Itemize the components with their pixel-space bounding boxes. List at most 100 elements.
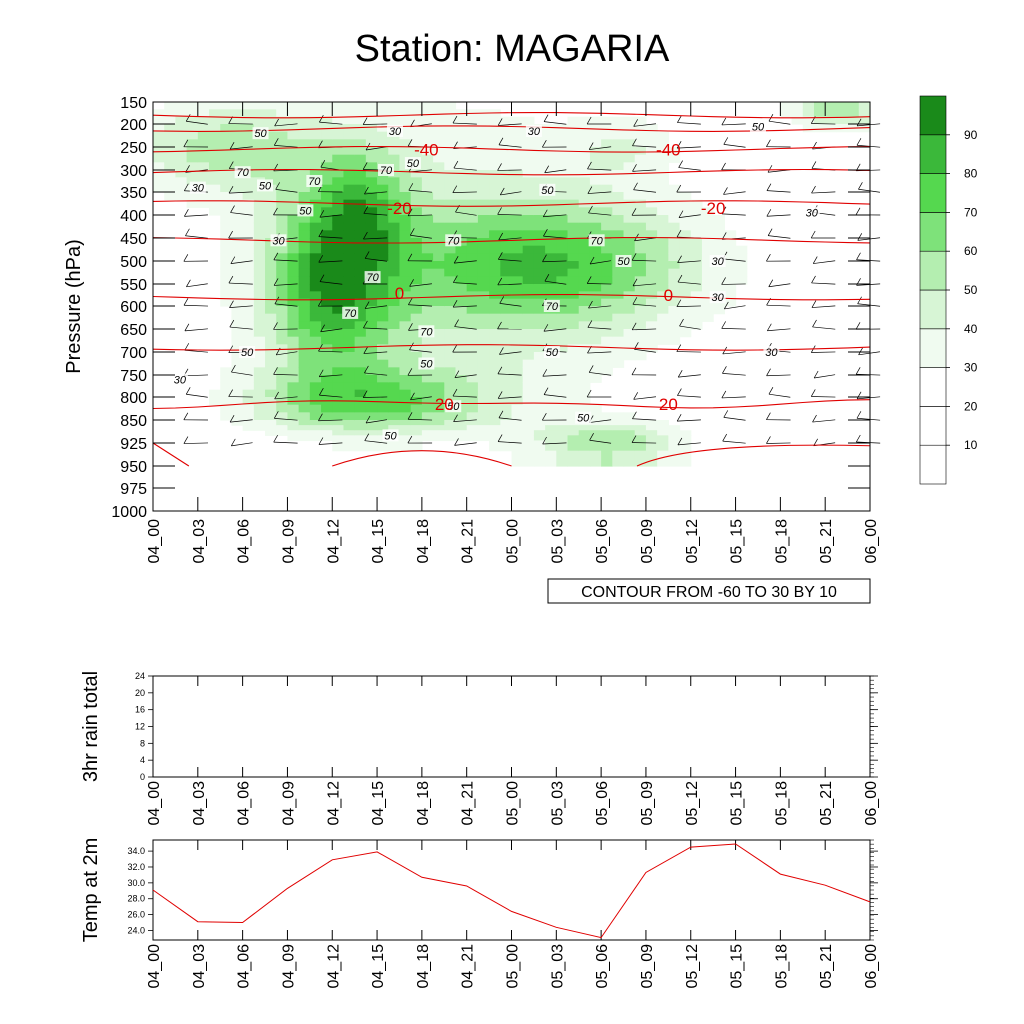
rh-cell — [545, 450, 557, 467]
rh-cell — [231, 420, 244, 426]
wind-barb — [543, 214, 567, 218]
rh-cell — [276, 184, 289, 193]
rh-cell — [545, 420, 557, 426]
rh-cell — [354, 230, 367, 239]
rh-cell — [410, 199, 423, 208]
rh-cell — [220, 245, 233, 254]
rh-cell — [433, 177, 445, 186]
wind-barb-flag — [320, 160, 326, 168]
rh-cell — [567, 397, 580, 406]
rh-cell — [287, 284, 300, 292]
rh-cell — [298, 102, 311, 110]
rh-cell — [421, 222, 434, 231]
rh-cell — [433, 230, 445, 239]
colorbar-box — [919, 328, 947, 368]
rh-cell — [175, 162, 188, 171]
wind-barb-flag — [499, 347, 504, 355]
rh-cell — [377, 268, 389, 277]
rh-cell — [388, 207, 401, 216]
rh-cell — [500, 177, 513, 186]
rh-cell — [690, 306, 703, 315]
rh-cell — [298, 116, 311, 125]
rh-cell — [578, 375, 591, 383]
rh-cell — [298, 276, 311, 285]
rh-cell — [623, 177, 636, 186]
rh-cell — [298, 162, 311, 171]
wind-barb-flag — [452, 344, 457, 353]
wind-barb — [813, 260, 836, 264]
rh-cell — [645, 329, 658, 338]
rh-cell — [533, 154, 546, 163]
rh-cell — [444, 375, 457, 383]
rh-cell — [242, 199, 255, 208]
rh-cell — [489, 139, 501, 148]
rh-cell — [175, 116, 188, 125]
rh-cell — [276, 215, 289, 224]
rh-cell — [343, 440, 356, 452]
rh-cell — [253, 344, 266, 353]
rh-cell — [354, 367, 367, 376]
rh-cell — [410, 170, 423, 178]
rh-cell — [477, 359, 490, 368]
rh-cell — [253, 291, 266, 300]
rh-cell — [298, 268, 311, 277]
wind-barb — [230, 146, 253, 150]
rh-cell — [511, 450, 524, 467]
temperature-label: -40 — [656, 140, 681, 159]
wind-barb — [273, 374, 298, 376]
wind-barb — [275, 189, 298, 193]
rh-cell — [343, 222, 356, 231]
wind-barb — [498, 396, 522, 399]
rh-cell — [713, 222, 725, 231]
rh-cell — [332, 222, 345, 231]
rh-cell — [321, 253, 333, 262]
rh-cell — [489, 329, 501, 338]
rh-cell — [287, 162, 300, 171]
rh-cell — [522, 382, 535, 391]
wind-barb-flag — [722, 433, 728, 442]
rh-cell — [623, 313, 636, 322]
rh-cell — [410, 420, 423, 426]
wind-barb — [634, 348, 656, 353]
rh-cell — [377, 147, 389, 156]
rh-cell — [354, 412, 367, 421]
rh-cell — [466, 261, 479, 270]
rh-cell — [410, 215, 423, 224]
rh-cell — [343, 207, 356, 216]
rh-cell — [701, 298, 714, 307]
wind-barb-flag — [766, 412, 771, 420]
rh-cell — [231, 276, 244, 285]
rh-cell — [477, 162, 490, 171]
rh-cell — [365, 124, 378, 133]
rh-cell — [242, 321, 255, 330]
rh-cell — [242, 154, 255, 163]
rh-cell — [567, 276, 580, 285]
wind-barb-flag — [183, 298, 189, 306]
rh-cell — [791, 102, 804, 110]
contour-label-bg — [763, 346, 780, 358]
x-tick-label: 05_21 — [818, 944, 835, 989]
wind-barb — [678, 214, 701, 218]
rh-cell — [186, 162, 199, 171]
wind-barb — [274, 417, 298, 421]
rh-cell — [332, 268, 345, 277]
rh-cell — [298, 199, 311, 208]
rh-cell — [444, 420, 457, 426]
wind-barb — [632, 169, 657, 172]
rh-cell — [309, 268, 322, 277]
rh-cell — [287, 336, 300, 345]
rh-cell — [388, 329, 401, 338]
rh-cell — [679, 329, 692, 338]
rh-cell — [645, 199, 658, 208]
contour-label-bg — [189, 181, 206, 194]
rh-cell — [522, 215, 535, 224]
rh-cell — [601, 306, 613, 315]
wind-barb — [587, 283, 612, 285]
rh-cell — [231, 199, 244, 208]
rh-cell — [388, 215, 401, 224]
rh-cell — [567, 430, 580, 436]
rh-cell — [209, 109, 221, 118]
rh-cell — [309, 329, 322, 338]
rh-cell — [287, 177, 300, 186]
contour-label: 70 — [380, 165, 393, 177]
